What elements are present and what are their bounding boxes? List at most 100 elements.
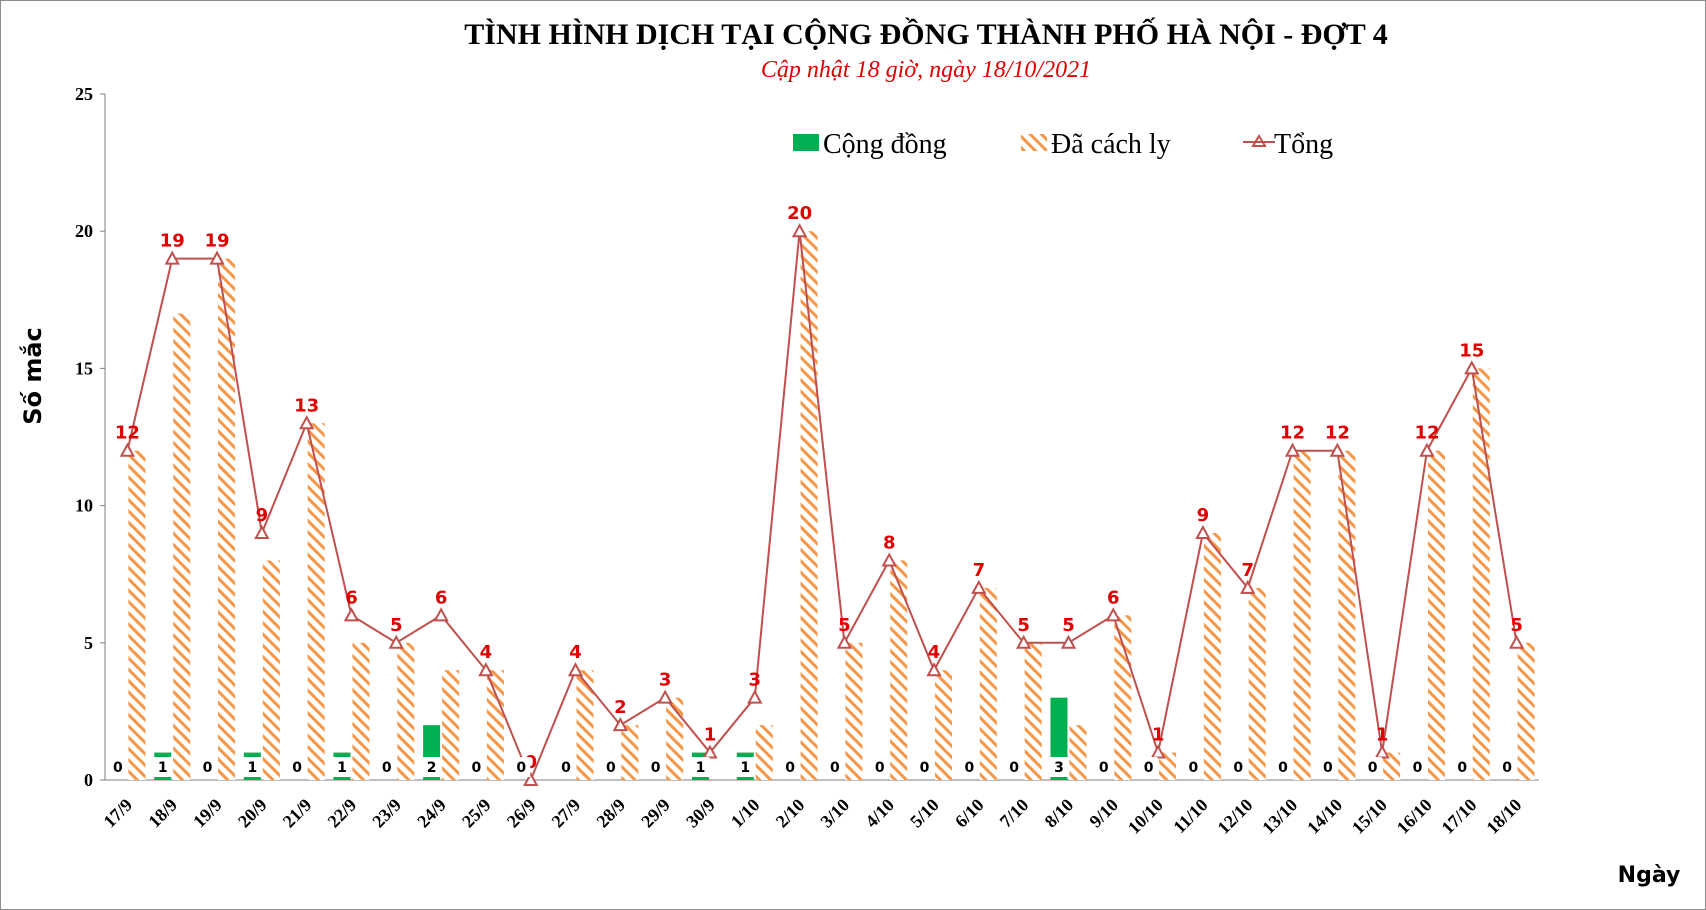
cong-dong-value-label: 0 [830, 760, 840, 776]
da-cach-ly-bar [1069, 725, 1087, 780]
total-marker [702, 744, 718, 759]
cong-dong-label-bg [1363, 757, 1382, 777]
x-tick-label: 9/10 [1085, 795, 1122, 832]
da-cach-ly-bar [755, 725, 773, 780]
total-marker [926, 662, 942, 677]
total-value-label: 12 [1280, 423, 1305, 444]
cong-dong-value-label: 0 [382, 760, 392, 776]
total-value-label: 9 [1197, 505, 1210, 526]
total-marker [1150, 744, 1166, 759]
total-value-label: 4 [928, 642, 941, 663]
cong-dong-value-label: 0 [203, 760, 213, 776]
cong-dong-label-bg [1094, 757, 1113, 777]
x-tick-label: 27/9 [548, 795, 585, 832]
total-value-label: 6 [435, 587, 448, 608]
x-tick-label: 14/10 [1303, 795, 1346, 838]
x-tick-label: 18/9 [144, 795, 181, 832]
cong-dong-label-bg [825, 757, 844, 777]
y-tick-label: 20 [75, 221, 93, 241]
cong-dong-label-bg [960, 757, 979, 777]
cong-dong-value-label: 0 [292, 760, 302, 776]
cong-dong-value-label: 0 [516, 760, 526, 776]
total-value-label: 5 [1062, 615, 1075, 636]
da-cach-ly-bar [845, 642, 863, 780]
cong-dong-label-bg [915, 757, 934, 777]
cong-dong-label-bg [198, 757, 217, 777]
x-tick-label: 25/9 [458, 795, 495, 832]
cong-dong-value-label: 1 [158, 760, 168, 776]
total-value-label: 12 [1414, 423, 1439, 444]
cong-dong-value-label: 0 [1099, 760, 1109, 776]
cong-dong-value-label: 0 [964, 760, 974, 776]
x-tick-label: 12/10 [1213, 795, 1256, 838]
cong-dong-label-bg [1453, 757, 1472, 777]
cong-dong-label-bg [691, 757, 710, 777]
da-cach-ly-bar [621, 725, 639, 780]
da-cach-ly-bar [800, 231, 818, 780]
x-axis-label: Ngày [1618, 863, 1681, 888]
total-marker [881, 552, 897, 567]
chart-subtitle: Cập nhật 18 giờ, ngày 18/10/2021 [761, 57, 1091, 83]
cong-dong-value-label: 0 [113, 760, 123, 776]
da-cach-ly-bar [1293, 450, 1311, 780]
total-marker [478, 662, 494, 677]
total-marker [209, 250, 225, 265]
cong-dong-label-bg [422, 757, 441, 777]
cong-dong-label-bg [736, 757, 755, 777]
total-value-label: 5 [390, 615, 403, 636]
da-cach-ly-bar [218, 258, 236, 780]
total-marker [1284, 442, 1301, 457]
x-tick-label: 20/9 [234, 795, 271, 832]
total-marker [1374, 744, 1390, 759]
x-tick-label: 26/9 [503, 795, 540, 832]
cong-dong-value-label: 0 [920, 760, 930, 776]
da-cach-ly-bar [128, 450, 146, 780]
total-value-label: 4 [569, 642, 582, 663]
da-cach-ly-bar [1472, 368, 1490, 780]
total-marker [836, 634, 853, 649]
cong-dong-value-label: 0 [606, 760, 616, 776]
cong-dong-value-label: 0 [1189, 760, 1199, 776]
da-cach-ly-bar [1248, 587, 1266, 780]
cong-dong-value-label: 0 [472, 760, 482, 776]
x-tick-label: 15/10 [1348, 795, 1391, 838]
total-marker [971, 579, 987, 594]
cong-dong-label-bg [557, 757, 576, 777]
cong-dong-value-label: 0 [561, 760, 571, 776]
cong-dong-label-bg [1498, 757, 1517, 777]
total-line-layer [119, 223, 1525, 786]
legend-marker-tong [1251, 134, 1267, 147]
x-tick-label: 3/10 [816, 795, 853, 832]
total-value-label: 4 [480, 642, 493, 663]
x-tick-label: 29/9 [637, 795, 674, 832]
chart-title: TÌNH HÌNH DỊCH TẠI CỘNG ĐỒNG THÀNH PHỐ H… [464, 17, 1387, 51]
x-tick-label: 13/10 [1258, 795, 1301, 838]
total-marker [298, 415, 315, 430]
da-cach-ly-bar [666, 697, 684, 780]
cong-dong-value-label: 0 [1457, 760, 1467, 776]
total-marker [567, 662, 584, 677]
x-tick-label: 17/9 [99, 795, 136, 832]
x-tick-label: 24/9 [413, 795, 450, 832]
da-cach-ly-bar [576, 670, 594, 780]
x-tick-label: 17/10 [1437, 795, 1480, 838]
cong-dong-label-bg [288, 757, 307, 777]
legend-swatch-da-cach-ly [1021, 134, 1047, 151]
total-value-label: 2 [614, 697, 627, 718]
y-axis-label: Số mắc [18, 327, 47, 425]
x-tick-label: 7/10 [996, 795, 1033, 832]
legend-label-cong-dong: Cộng đồng [823, 129, 947, 160]
cong-dong-value-label: 3 [1054, 760, 1064, 776]
cong-dong-value-label: 0 [1009, 760, 1019, 776]
cong-dong-value-label: 2 [427, 760, 437, 776]
total-value-label: 6 [345, 587, 358, 608]
total-value-label: 15 [1459, 340, 1484, 361]
da-cach-ly-bar [1159, 752, 1177, 780]
total-value-label: 1 [704, 725, 717, 746]
total-value-label: 13 [294, 395, 319, 416]
cong-dong-label-bg [108, 757, 127, 777]
total-marker [1508, 634, 1525, 649]
legend-label-da-cach-ly: Đã cách ly [1051, 129, 1171, 160]
